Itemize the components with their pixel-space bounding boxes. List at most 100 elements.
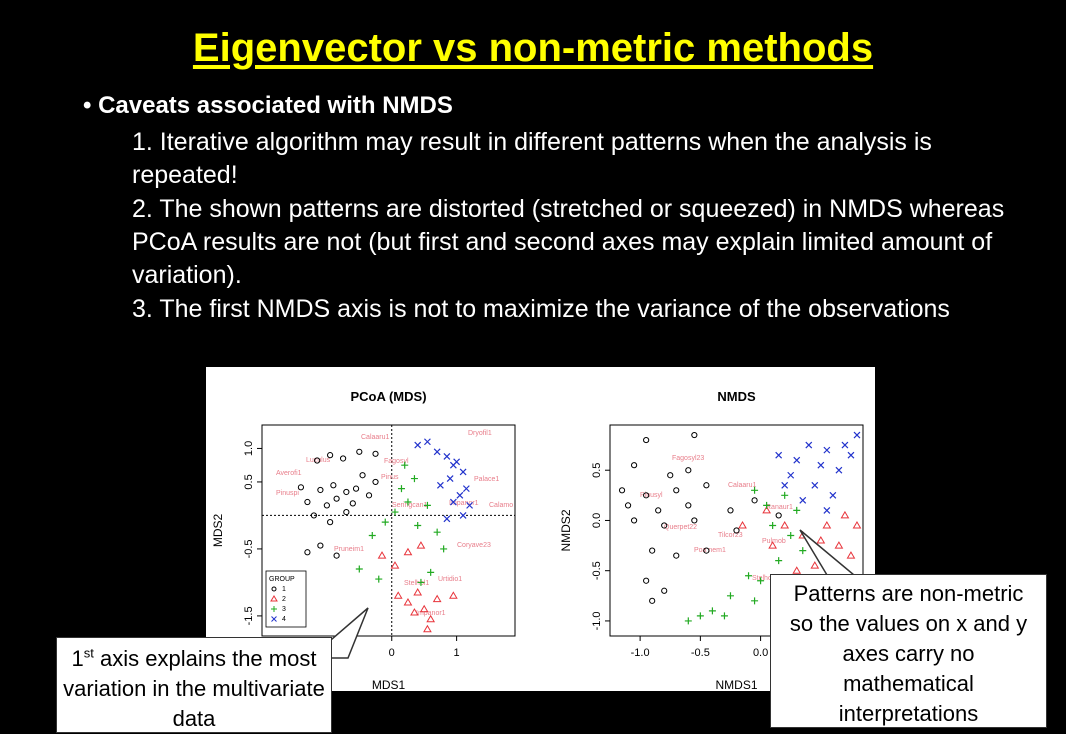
plot1-point-group4 <box>433 448 441 456</box>
plot2-point-group1 <box>667 472 674 479</box>
plot2-point-group1 <box>661 522 668 529</box>
plot1-point-group2 <box>393 591 403 599</box>
plot1-point-group1 <box>330 482 337 489</box>
plot1-legend-symbol <box>271 616 277 622</box>
plot2-point-group1 <box>733 527 740 534</box>
plot2-point-group3 <box>763 501 771 509</box>
plot2-point-group3 <box>775 557 783 565</box>
slide-title: Eigenvector vs non-metric methods <box>192 26 874 70</box>
plot1-point-group1 <box>349 500 356 507</box>
plot2-point-group3 <box>720 612 728 620</box>
plot2-point-group1 <box>691 431 698 439</box>
plot2-xlabel: NMDS1 <box>715 678 757 691</box>
plot1-point-group2 <box>423 624 432 633</box>
callout-left-sup: st <box>83 645 94 661</box>
plot2-point-group4 <box>799 496 807 504</box>
plot1-point-group1 <box>317 486 324 494</box>
plot1-site-label: Seringcan1 <box>392 502 428 509</box>
bullet-heading: • Caveats associated with NMDS <box>83 92 453 120</box>
plot2-ytick-label: 0.0 <box>591 513 603 528</box>
callout-right: Patterns are non-metric so the values on… <box>770 574 1047 728</box>
plot1-point-group3 <box>401 461 409 469</box>
plot1-point-group1 <box>359 472 366 479</box>
bullet-text: Caveats associated with NMDS <box>98 92 453 119</box>
plot1-point-group3 <box>433 528 441 536</box>
plot2-point-group1 <box>624 502 632 509</box>
plot2-point-group3 <box>751 597 759 605</box>
plot1-point-group3 <box>381 518 389 526</box>
plot1-point-group3 <box>414 521 422 529</box>
plot1-point-group1 <box>297 484 305 491</box>
plot2-point-group3 <box>757 577 765 585</box>
plot2-point-group1 <box>643 577 650 584</box>
plot1-site-label: Urtidio1 <box>438 576 462 583</box>
plot1-legend-entry: 3 <box>282 606 286 613</box>
caveat-item-3: 3. The first NMDS axis is not to maximiz… <box>132 295 950 323</box>
plot1-ytick-label: -0.5 <box>243 539 255 558</box>
plot2-site-label: Pinusyl <box>640 492 663 499</box>
plot1-site-label: Calamo <box>489 502 513 509</box>
plot2-point-group2 <box>840 510 850 519</box>
plot2-point-group4 <box>847 451 855 459</box>
plot1-point-group3 <box>368 532 376 540</box>
plot2-point-group2 <box>810 561 820 569</box>
plot2-point-group3 <box>751 486 759 494</box>
plot2-point-group2 <box>792 566 802 574</box>
plot1-site-label: Impanor1 <box>449 500 479 507</box>
plot1-point-group1 <box>372 450 379 457</box>
plot2-point-group3 <box>726 592 734 600</box>
plot1-point-group2 <box>426 614 436 623</box>
plot2-point-group1 <box>751 497 758 504</box>
plot2-point-group3 <box>781 491 789 499</box>
plot1-site-label: Averofi1 <box>276 470 302 477</box>
plot1-point-group4 <box>456 491 464 499</box>
plot1-point-group2 <box>403 598 413 606</box>
plot2-point-group4 <box>823 446 831 454</box>
plot2-site-label: Querpet22 <box>664 524 697 531</box>
plot1-site-label: Pinus <box>381 474 399 481</box>
plot1-point-group3 <box>423 501 431 509</box>
plot1-point-group4 <box>462 485 470 493</box>
plot2-point-group1 <box>685 502 692 509</box>
bullet-dot: • <box>83 92 99 119</box>
plot1-point-group3 <box>404 498 412 506</box>
plot1-point-group1 <box>327 452 334 459</box>
plot1-legend-entry: 1 <box>282 586 286 593</box>
plot1-point-group4 <box>414 441 422 449</box>
callout-left: 1st axis explains the most variation in … <box>56 637 332 733</box>
plot1-point-group1 <box>317 542 324 549</box>
plot2-point-group2 <box>780 520 790 529</box>
plot2-point-group3 <box>696 612 704 620</box>
plot2-point-group3 <box>769 521 777 529</box>
plot1-ylabel: MDS2 <box>211 514 225 548</box>
plot2-point-group3 <box>708 607 716 615</box>
plot1-point-group4 <box>423 438 431 446</box>
ordination-plots: PCoA (MDS) MDS1 MDS2 0 1 1.0 0.5 -0.5 -1.5 Calaar… <box>211 389 864 691</box>
plot2-point-group1 <box>685 467 692 474</box>
plot2-point-group4 <box>853 431 861 439</box>
plot1-point-group2 <box>377 551 387 559</box>
plot1-site-label: Stelhol1 <box>404 580 429 587</box>
plot2-point-group4 <box>823 506 831 514</box>
plot2-point-group2 <box>834 541 844 549</box>
plot1-site-label: Pruneim1 <box>334 546 364 553</box>
plot1-point-group1 <box>333 495 340 502</box>
plot2-frame <box>609 424 864 637</box>
plot2-point-group2 <box>846 551 856 559</box>
callout-left-num: 1 <box>71 646 84 671</box>
plot2-point-group1 <box>703 547 710 554</box>
plot1-legend-symbol <box>271 606 277 612</box>
plot2-point-group1 <box>630 517 638 524</box>
plot1-point-group4 <box>443 453 451 460</box>
plot1-point-group3 <box>440 545 448 553</box>
plot2-point-group4 <box>841 441 849 449</box>
plot1-frame <box>261 424 516 637</box>
plot2-point-group1 <box>673 552 680 559</box>
plot1-legend-title: GROUP <box>269 576 295 583</box>
plot1-point-group4 <box>449 461 457 469</box>
plot2-point-group4 <box>835 466 843 474</box>
plot1-point-group1 <box>304 498 311 506</box>
caveat-item-1: 1. Iterative algorithm may result in dif… <box>132 128 932 189</box>
plot1-site-label: Dryofil1 <box>468 430 492 437</box>
plot1-point-group1 <box>372 478 379 486</box>
